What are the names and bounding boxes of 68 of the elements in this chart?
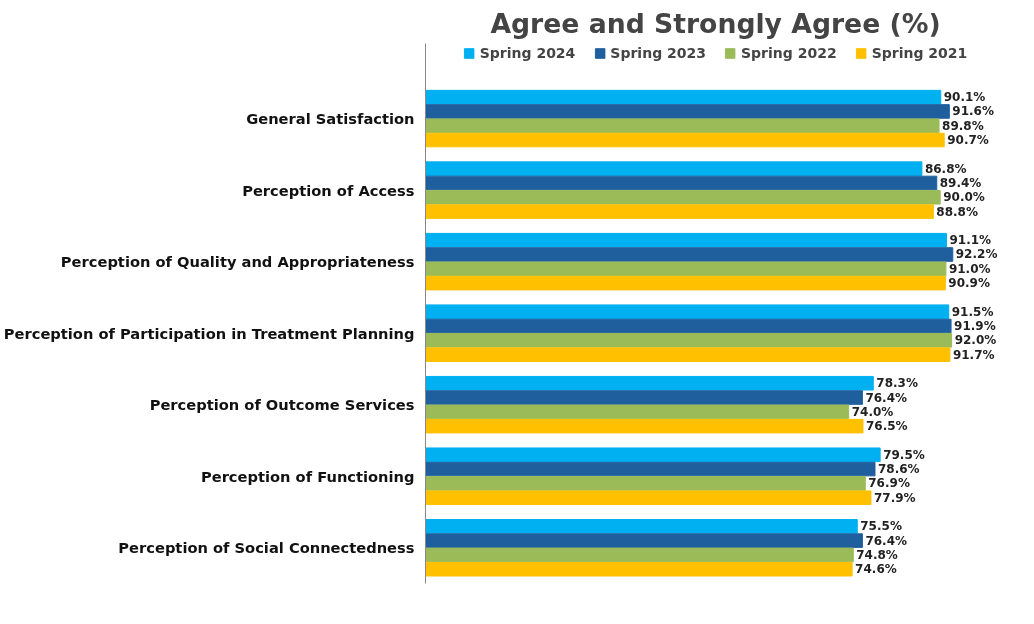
y-tick-label: Perception of Outcome Services [149, 396, 415, 414]
data-label: 79.5% [883, 447, 925, 462]
data-label: 92.0% [954, 333, 997, 348]
data-label: 88.8% [936, 204, 978, 219]
bar [425, 175, 938, 191]
data-label: 77.9% [873, 490, 916, 505]
data-label: 89.8% [942, 118, 984, 133]
bar [425, 132, 945, 148]
bar [425, 261, 947, 277]
data-label: 91.5% [951, 304, 994, 319]
bar [425, 275, 946, 291]
y-tick-label: Perception of Functioning [200, 467, 415, 485]
bar [425, 490, 872, 505]
data-label: 92.2% [955, 247, 998, 262]
data-label: 75.5% [860, 519, 902, 534]
bar [425, 347, 951, 362]
bar [425, 89, 942, 105]
bar [425, 561, 853, 577]
bar [425, 318, 952, 334]
data-label: 90.1% [943, 90, 986, 105]
y-tick-label: General Satisfaction [246, 110, 415, 128]
data-label: 78.6% [878, 462, 920, 477]
bar [425, 247, 954, 262]
y-tick-label: Perception of Quality and Appropriateness [60, 253, 415, 271]
data-label: 76.5% [865, 419, 908, 434]
data-label: 91.7% [952, 347, 995, 362]
data-label: 90.9% [948, 276, 990, 291]
bar [425, 118, 940, 134]
bar [425, 390, 863, 405]
bar [425, 518, 858, 534]
bar [425, 189, 941, 205]
data-label: 74.0% [851, 404, 894, 419]
data-label: 91.0% [948, 261, 991, 276]
data-label: 78.3% [876, 376, 918, 391]
data-label: 74.6% [855, 562, 897, 577]
y-tick-label: Perception of Participation in Treatment Planning [3, 324, 415, 342]
data-label: 76.4% [865, 390, 908, 405]
data-label: 91.1% [949, 233, 992, 248]
bar [425, 204, 934, 219]
legend-label: Spring 2022 [741, 45, 837, 61]
data-label: 76.9% [868, 476, 910, 491]
y-tick-label: Perception of Access [242, 181, 415, 199]
legend-label: Spring 2024 [479, 45, 576, 61]
bar [425, 533, 863, 548]
bar [425, 447, 881, 463]
bar [425, 161, 923, 176]
y-tick-label: Perception of Social Connectedness [118, 539, 415, 557]
bar [425, 375, 874, 391]
data-label: 86.8% [924, 161, 967, 176]
bar [425, 418, 864, 434]
data-label: 90.0% [943, 190, 985, 205]
bar [425, 476, 866, 491]
legend-label: Spring 2023 [610, 45, 706, 61]
data-label: 76.4% [865, 533, 908, 548]
bar [425, 404, 850, 420]
data-label: 89.4% [939, 175, 982, 190]
data-label: 90.7% [947, 133, 989, 148]
bar [425, 461, 876, 477]
bar [425, 333, 953, 348]
bar [425, 304, 950, 320]
data-label: 91.9% [954, 319, 996, 334]
bar [425, 232, 947, 248]
bar [425, 547, 854, 563]
data-label: 74.8% [856, 547, 898, 562]
chart-title: Agree and Strongly Agree (%) [490, 7, 941, 39]
legend-label: Spring 2021 [871, 45, 968, 61]
data-label: 91.6% [952, 104, 994, 119]
bar [425, 104, 950, 119]
